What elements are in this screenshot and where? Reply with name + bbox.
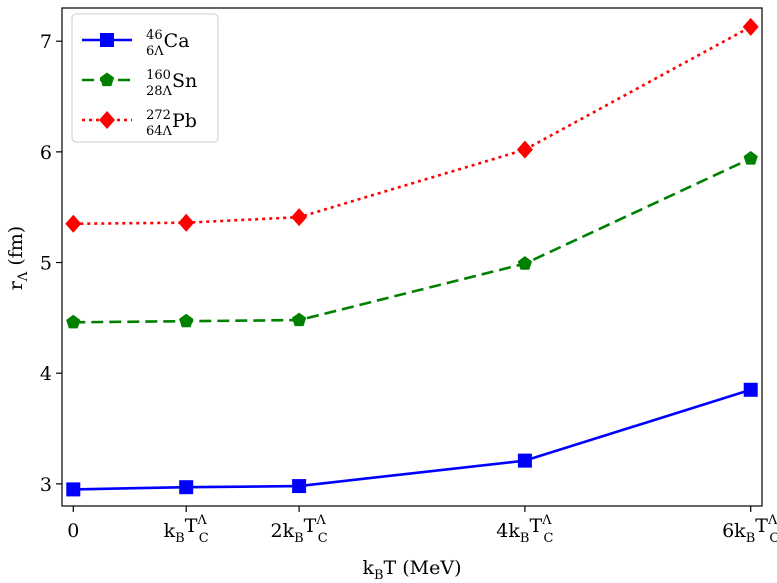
legend-marker [99, 72, 115, 87]
y-tick-label: 5 [40, 253, 52, 275]
legend-label: 46 6ΛCa [146, 28, 190, 59]
legend-item-ca: 46 6ΛCa [82, 28, 190, 59]
legend: 46 6ΛCa 160 28ΛSn 272 64ΛPb [71, 13, 219, 143]
data-point [291, 312, 307, 327]
legend-label: 272 64ΛPb [146, 108, 197, 139]
series-layer [65, 17, 759, 497]
plot-frame [61, 7, 763, 507]
data-point [743, 382, 758, 397]
data-point [65, 214, 82, 233]
x-tick-label: 0 [67, 520, 79, 542]
series-ca [66, 382, 758, 497]
legend-label: 160 28ΛSn [146, 68, 197, 99]
x-tick-label: 2kBTΛ C [270, 513, 327, 546]
series-pb [65, 17, 759, 233]
data-point [291, 208, 308, 227]
data-point [517, 453, 532, 468]
data-point [179, 480, 194, 495]
y-tick-label: 7 [40, 31, 52, 53]
data-point [178, 213, 195, 232]
x-tick-label: 4kBTΛ C [496, 513, 553, 546]
x-axis-label: kBT (MeV) [362, 557, 461, 583]
data-point [743, 151, 758, 165]
y-tick-label: 6 [40, 142, 52, 164]
data-point [292, 479, 307, 494]
data-point [742, 17, 759, 36]
legend-marker [99, 111, 115, 129]
data-point [517, 256, 533, 270]
data-point [66, 314, 81, 329]
y-tick-label: 3 [40, 474, 52, 496]
axis-ticks: 3 4 5 6 7 0 kBTΛ C 2kBTΛ C 4kBTΛ C 6kBTΛ C [40, 31, 777, 546]
x-tick-label: kBTΛ C [164, 513, 209, 546]
data-point [516, 140, 533, 159]
data-point [66, 482, 81, 497]
y-axis-label: rΛ (fm) [5, 226, 31, 290]
data-point [179, 313, 194, 328]
legend-marker [100, 33, 114, 47]
legend-item-sn: 160 28ΛSn [82, 68, 197, 99]
series-sn [66, 151, 758, 329]
x-tick-label: 6kBTΛ C [722, 513, 777, 546]
legend-item-pb: 272 64ΛPb [82, 108, 197, 139]
y-tick-label: 4 [40, 363, 52, 385]
series-line [73, 388, 752, 491]
